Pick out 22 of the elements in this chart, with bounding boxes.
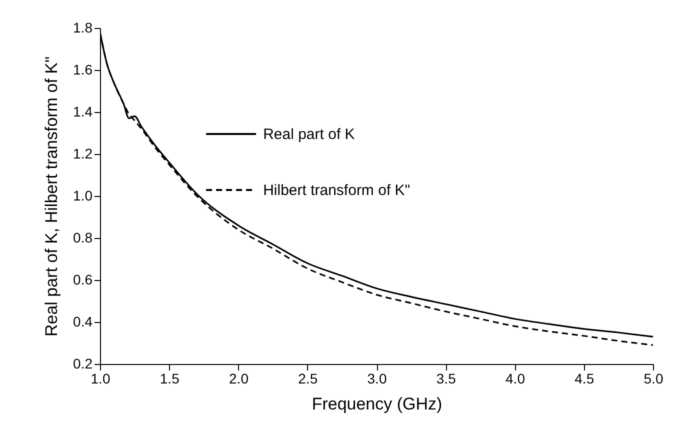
y-tick-label: 1.8: [73, 20, 93, 36]
x-tick-label: 3.0: [367, 370, 387, 386]
y-axis-title: Real part of K, Hilbert transform of K": [42, 56, 62, 337]
y-tick-label: 0.2: [73, 356, 93, 372]
x-tick-label: 1.0: [90, 370, 110, 386]
x-tick-label: 4.0: [506, 370, 526, 386]
y-tick-label: 1.6: [73, 62, 93, 78]
y-tick-label: 0.8: [73, 230, 93, 246]
legend-label: Real part of K: [263, 126, 355, 143]
y-tick-label: 1.0: [73, 188, 93, 204]
y-tick-label: 1.2: [73, 146, 93, 162]
x-tick-label: 2.5: [298, 370, 318, 386]
y-tick-label: 1.4: [73, 104, 93, 120]
y-tick-label: 0.6: [73, 272, 93, 288]
y-tick-label: 0.4: [73, 314, 93, 330]
x-axis-title: Frequency (GHz): [312, 394, 442, 414]
x-tick-label: 4.5: [574, 370, 594, 386]
x-tick-label: 5.0: [644, 370, 664, 386]
legend-label: Hilbert transform of K": [263, 182, 410, 199]
x-tick-label: 3.5: [436, 370, 456, 386]
x-tick-label: 2.0: [229, 370, 249, 386]
x-tick-label: 1.5: [160, 370, 180, 386]
